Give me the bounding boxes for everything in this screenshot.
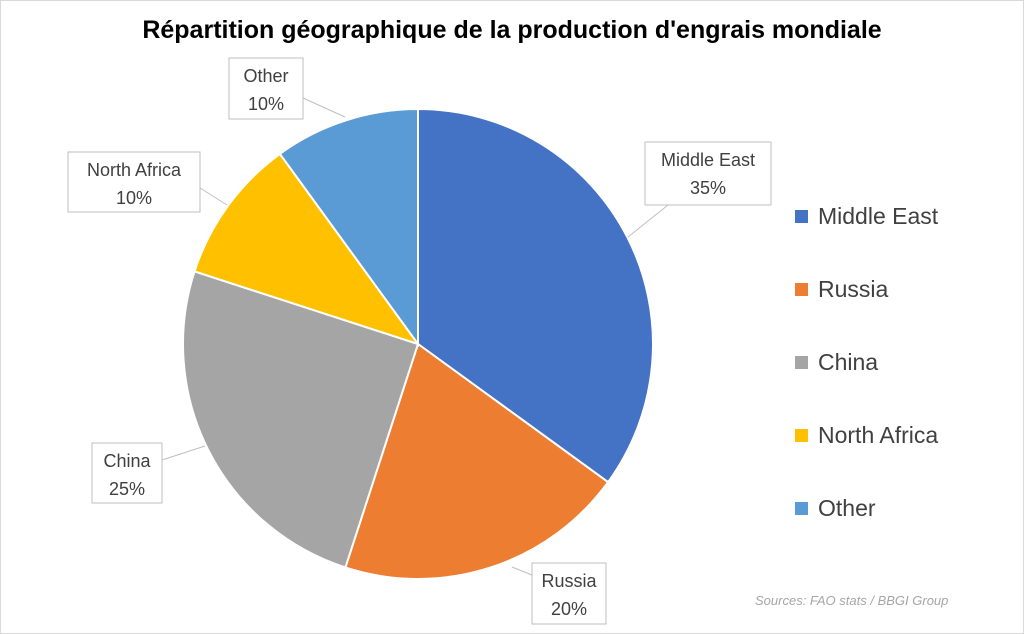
leader-line <box>161 445 206 461</box>
data-label-russia: Russia 20% <box>511 562 607 625</box>
leader-line <box>511 566 533 576</box>
legend-label: Russia <box>818 275 889 302</box>
data-label-china: China 25% <box>91 442 206 504</box>
data-label-value: 25% <box>109 479 145 499</box>
legend-item-russia: Russia <box>795 269 888 309</box>
legend-swatch <box>795 282 808 296</box>
legend-label: Middle East <box>818 202 939 229</box>
data-label-value: 35% <box>690 178 726 198</box>
source-note: Sources: FAO stats / BBGI Group <box>755 593 949 608</box>
legend-swatch <box>795 209 808 223</box>
data-label-box <box>228 57 304 120</box>
data-label-value: 10% <box>248 94 284 114</box>
data-label-box <box>67 151 201 213</box>
leader-line <box>302 97 346 118</box>
legend-item-middle-east: Middle East <box>795 196 938 236</box>
pie-slice-russia <box>344 342 610 580</box>
legend-swatch <box>795 428 808 442</box>
legend-swatch <box>795 501 808 515</box>
legend-label: China <box>818 348 879 375</box>
data-label-category: Middle East <box>661 150 755 170</box>
leader-line <box>199 187 228 206</box>
data-label-category: Russia <box>541 571 597 591</box>
pie-slice-other <box>278 107 419 348</box>
pie-slice-middle-east <box>417 107 654 484</box>
legend-item-other: Other <box>795 488 876 528</box>
data-label-middle-east: Middle East 35% <box>627 141 772 238</box>
data-label-north-africa: North Africa 10% <box>67 151 228 213</box>
legend-item-china: China <box>795 342 878 382</box>
data-label-box <box>531 562 607 625</box>
data-label-box <box>644 141 772 206</box>
data-label-category: China <box>103 451 151 471</box>
pie-slice-north-africa <box>193 152 421 346</box>
legend-swatch <box>795 355 808 369</box>
pie-slice-china <box>182 270 420 569</box>
data-label-value: 20% <box>551 599 587 619</box>
leader-line <box>627 204 669 238</box>
chart-title: Répartition géographique de la productio… <box>142 16 882 44</box>
data-label-category: Other <box>243 66 288 86</box>
legend-label: Other <box>818 494 876 521</box>
data-label-box <box>91 442 163 504</box>
data-label-category: North Africa <box>87 160 182 180</box>
data-label-value: 10% <box>116 188 152 208</box>
data-label-other: Other 10% <box>228 57 346 120</box>
legend-item-north-africa: North Africa <box>795 415 938 455</box>
legend-label: North Africa <box>818 421 939 448</box>
